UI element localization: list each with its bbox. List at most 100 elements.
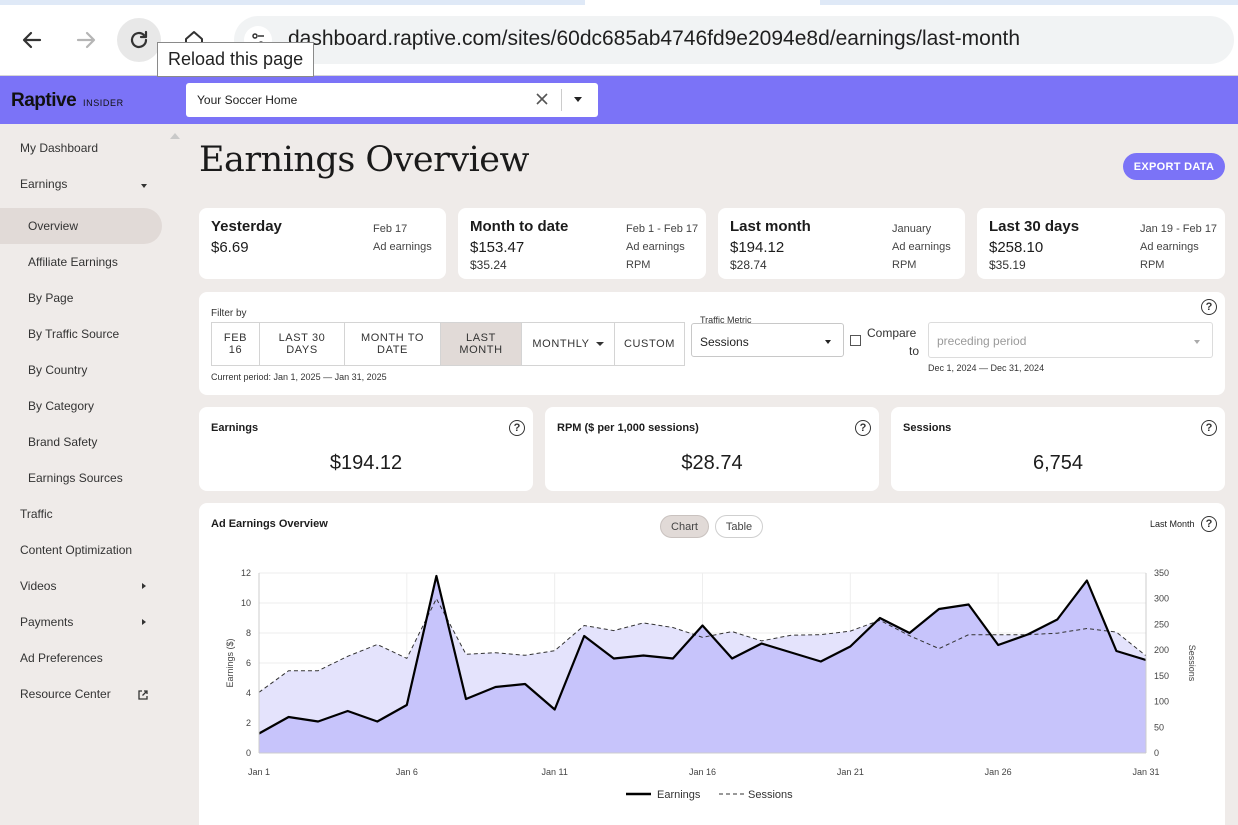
sidebar-item-by-page[interactable]: By Page [28,291,74,305]
earnings-line [258,574,1147,735]
url-text[interactable]: dashboard.raptive.com/sites/60dc685ab474… [288,27,1021,50]
summary-value-label: Ad earnings [1140,241,1199,253]
summary-value-label: Ad earnings [626,241,685,253]
sidebar-item-content-optimization[interactable]: Content Optimization [20,543,133,557]
sidebar-item-by-category[interactable]: By Category [28,399,95,413]
legend-earnings-label: Earnings [657,789,701,801]
help-icon[interactable]: ? [1201,516,1217,532]
summary-value-label: Ad earnings [373,241,432,253]
y-right-tick-label: 200 [1154,645,1169,655]
filter-monthly-dropdown[interactable]: MONTHLY [521,322,615,366]
summary-value: $194.12 [730,239,785,256]
filter-last-30-days-button[interactable]: LAST 30 DAYS [259,322,345,366]
sidebar-item-ad-preferences[interactable]: Ad Preferences [20,651,103,665]
sidebar-item-by-traffic-source[interactable]: By Traffic Source [28,327,120,341]
raptive-logo[interactable]: Raptive [11,90,77,111]
compare-placeholder: preceding period [937,334,1027,348]
kpi-value: $194.12 [329,452,403,474]
table-toggle-button[interactable]: Table [715,515,763,538]
summary-card-yesterday [199,208,446,279]
chevron-down-icon[interactable] [141,184,147,188]
close-icon[interactable] [534,91,550,107]
compare-to-label: to [909,344,920,358]
y-left-tick-label: 10 [241,598,251,608]
x-tick-label: Jan 11 [541,767,567,777]
filter-feb-16-button[interactable]: FEB 16 [211,322,260,366]
filter-month-to-date-button[interactable]: MONTH TO DATE [344,322,441,366]
sidebar-item-videos[interactable]: Videos [20,579,57,593]
summary-period: January [892,223,932,235]
traffic-metric-select[interactable]: Sessions [691,323,844,357]
sidebar-item-earnings-sources[interactable]: Earnings Sources [28,471,123,485]
external-link-icon[interactable] [137,689,149,701]
compare-label: Compare [867,326,917,340]
sessions-line [258,597,1147,693]
summary-value: $258.10 [989,239,1044,256]
forward-button[interactable] [64,18,108,62]
y-right-tick-label: 50 [1154,722,1164,732]
filter-last-month-button[interactable]: LAST MONTH [440,322,522,366]
sidebar-item-brand-safety[interactable]: Brand Safety [28,435,98,449]
summary-value: $6.69 [211,239,249,256]
export-data-button[interactable]: EXPORT DATA [1123,153,1225,180]
chevron-right-icon[interactable] [142,619,146,625]
logo-subtitle: INSIDER [83,98,124,108]
active-tab[interactable] [585,0,820,5]
reload-icon [130,30,148,49]
summary-title: Last month [730,218,811,235]
chevron-down-icon [825,340,831,344]
summary-period: Jan 19 - Feb 17 [1140,223,1218,235]
traffic-metric-label: Traffic Metric [700,315,752,325]
site-selector[interactable]: Your Soccer Home [186,83,598,117]
page-title: Earnings Overview [199,140,529,180]
address-bar[interactable] [234,16,1234,64]
help-icon[interactable]: ? [509,420,525,436]
summary-sub-label: RPM [626,259,651,271]
sidebar-item-by-country[interactable]: By Country [28,363,88,377]
chart-range-label: Last Month [1150,519,1195,529]
compare-period-select[interactable]: preceding period [928,322,1213,358]
y-left-tick-label: 8 [246,628,251,638]
site-selector-value: Your Soccer Home [197,93,298,107]
y-right-axis-label: Sessions [1187,645,1197,682]
help-icon[interactable]: ? [1201,299,1217,315]
back-button[interactable] [10,18,54,62]
compare-checkbox[interactable] [850,335,861,346]
arrow-left-icon [22,31,42,49]
chart-panel-title: Ad Earnings Overview [211,518,328,530]
summary-value-label: Ad earnings [892,241,951,253]
summary-card-last-30-days [977,208,1225,279]
x-tick-label: Jan 26 [985,767,1012,777]
tab-strip [0,0,1238,5]
arrow-right-icon [76,31,96,49]
y-left-tick-label: 0 [246,748,251,758]
earnings-area [259,576,1146,753]
summary-value: $153.47 [470,239,525,256]
y-right-tick-label: 300 [1154,594,1169,604]
chevron-down-icon [595,342,604,346]
sidebar-item-affiliate-earnings[interactable]: Affiliate Earnings [28,255,118,269]
scroll-up-icon[interactable] [170,133,180,139]
summary-period: Feb 1 - Feb 17 [626,223,699,235]
sidebar-item-my-dashboard[interactable]: My Dashboard [20,141,99,155]
help-icon[interactable]: ? [1201,420,1217,436]
y-right-tick-label: 250 [1154,619,1169,629]
filter-custom-button[interactable]: CUSTOM [614,322,685,366]
y-right-tick-label: 150 [1154,671,1169,681]
chevron-down-icon[interactable] [574,97,582,102]
sidebar-item-resource-center[interactable]: Resource Center [20,687,111,701]
sidebar-item-payments[interactable]: Payments [20,615,74,629]
y-left-axis-label: Earnings ($) [225,638,235,687]
chevron-right-icon[interactable] [142,583,146,589]
summary-title: Yesterday [211,218,282,235]
sidebar-item-traffic[interactable]: Traffic [20,507,53,521]
help-icon[interactable]: ? [855,420,871,436]
sidebar-item-overview[interactable]: Overview [28,219,79,233]
filter-button-label: MONTH TO DATE [360,332,425,356]
kpi-title: RPM ($ per 1,000 sessions) [557,422,699,434]
reload-button[interactable] [117,18,161,62]
chart-toggle-button[interactable]: Chart [660,515,709,538]
y-left-tick-label: 6 [246,658,251,668]
summary-sub: $28.74 [730,258,767,272]
sidebar-item-earnings[interactable]: Earnings [20,177,68,191]
